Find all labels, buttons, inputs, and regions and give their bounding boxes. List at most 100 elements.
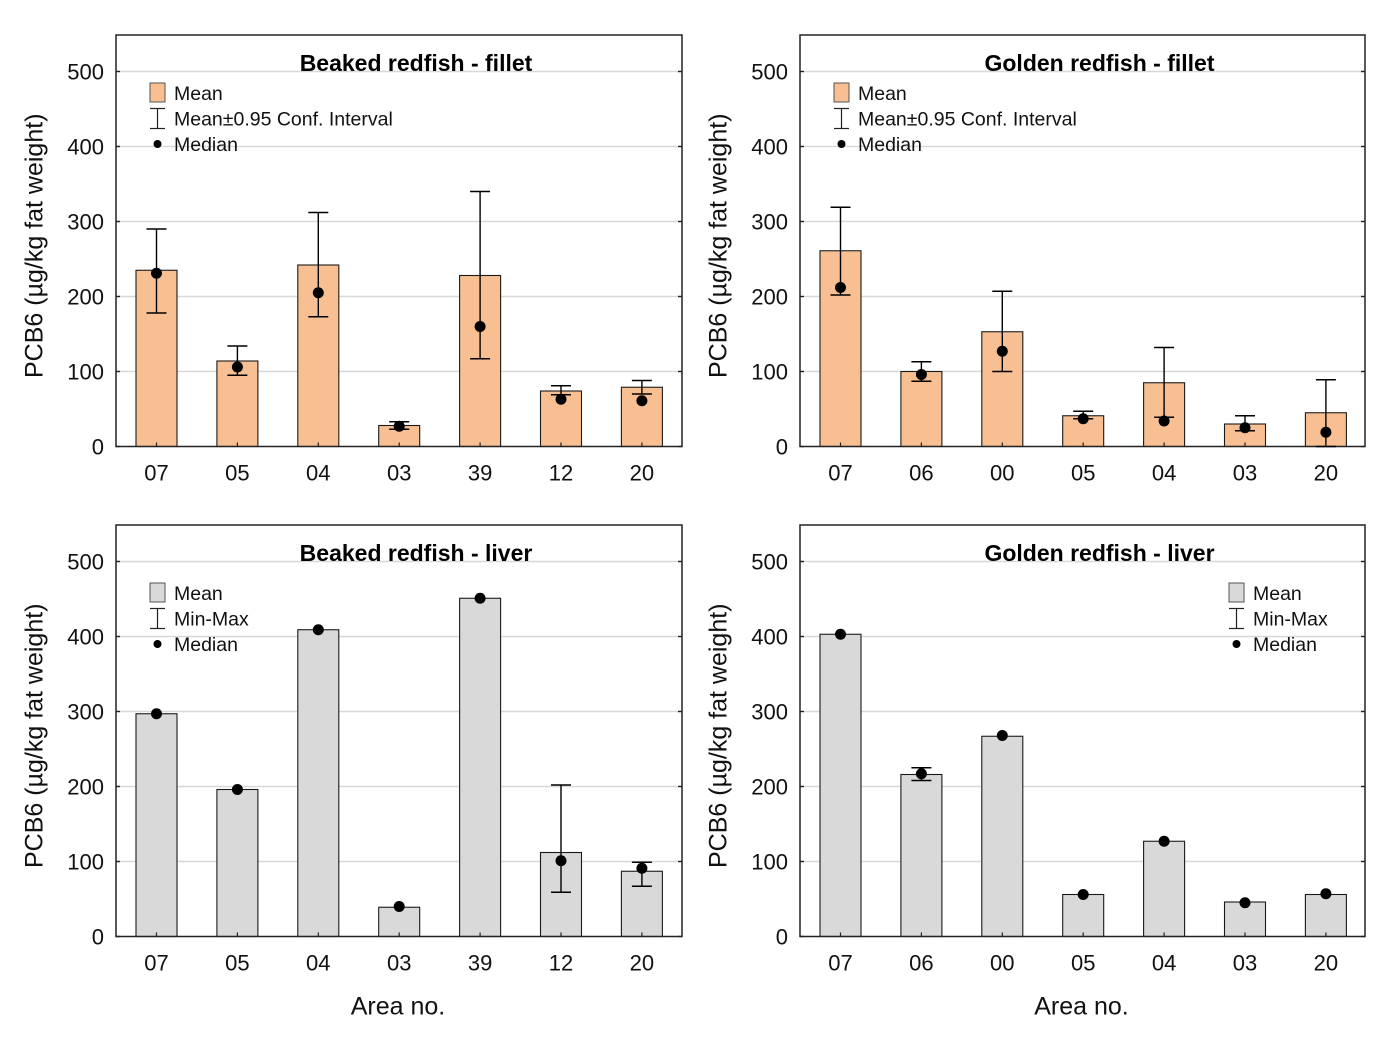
x-tick-label: 03 xyxy=(387,461,411,486)
legend-dot-icon xyxy=(153,140,162,148)
x-tick-label: 05 xyxy=(225,951,249,976)
legend-label: Median xyxy=(1253,634,1317,656)
median-dot-00 xyxy=(996,730,1008,741)
x-tick-label: 39 xyxy=(468,461,492,486)
panel-title: Beaked redfish - liver xyxy=(300,540,533,566)
median-dot-04 xyxy=(1158,415,1170,427)
x-tick-label: 07 xyxy=(144,461,168,486)
bar-06 xyxy=(900,370,943,448)
x-tick-label: 04 xyxy=(1152,461,1176,486)
bar-12 xyxy=(539,851,583,938)
median-dot-07 xyxy=(151,267,162,279)
legend-label: Median xyxy=(858,134,922,156)
x-tick-label: 20 xyxy=(1314,951,1338,976)
bar-06 xyxy=(900,773,943,938)
legend: Mean Mean±0.95 Conf. Interval Median xyxy=(833,82,1077,156)
y-tick-label: 300 xyxy=(751,700,788,725)
plot-area xyxy=(116,35,682,447)
x-tick-label: 20 xyxy=(630,461,654,486)
y-tick-label: 500 xyxy=(67,60,104,85)
median-dot-06 xyxy=(915,369,927,380)
x-tick-label: 03 xyxy=(387,951,411,976)
x-tick-label: 03 xyxy=(1233,461,1257,486)
x-tick-label: 20 xyxy=(1314,461,1338,486)
y-axis-title: PCB6 (µg/kg fat weight) xyxy=(705,603,733,868)
median-dot-20 xyxy=(1320,888,1332,900)
y-tick-label: 400 xyxy=(751,625,788,650)
y-tick-label: 500 xyxy=(751,60,788,85)
x-tick-label: 05 xyxy=(225,461,249,486)
legend-swatch-mean xyxy=(833,82,850,103)
x-tick-label: 00 xyxy=(990,951,1014,976)
bar-00 xyxy=(981,735,1024,938)
y-tick-label: 500 xyxy=(67,550,104,575)
bar-07 xyxy=(819,633,862,938)
x-tick-label: 20 xyxy=(630,951,654,976)
median-dot-12 xyxy=(555,855,567,867)
median-dot-03 xyxy=(393,420,405,432)
y-tick-label: 300 xyxy=(751,210,788,235)
median-dot-04 xyxy=(1158,835,1170,847)
median-dot-07 xyxy=(835,628,846,640)
x-tick-label: 04 xyxy=(306,951,330,976)
x-tick-label: 05 xyxy=(1071,461,1095,486)
legend: Mean Min-Max Median xyxy=(149,582,249,656)
x-tick-label: 04 xyxy=(306,461,330,486)
x-tick-label: 07 xyxy=(828,461,852,486)
x-tick-label: 39 xyxy=(468,951,492,976)
median-dot-39 xyxy=(474,592,486,604)
y-tick-label: 200 xyxy=(67,775,104,800)
y-tick-label: 100 xyxy=(751,360,788,385)
median-dot-06 xyxy=(915,768,927,780)
legend-label: Median xyxy=(174,634,238,656)
x-tick-label: 12 xyxy=(549,461,573,486)
y-axis-title: PCB6 (µg/kg fat weight) xyxy=(21,113,49,378)
legend-label: Mean±0.95 Conf. Interval xyxy=(174,109,393,131)
bar-07 xyxy=(135,713,178,938)
median-dot-05 xyxy=(1077,413,1089,425)
bar-03 xyxy=(378,906,421,938)
y-tick-label: 0 xyxy=(776,435,788,460)
legend-label: Mean xyxy=(174,583,223,605)
x-tick-label: 05 xyxy=(1071,951,1095,976)
legend: Mean Min-Max Median xyxy=(1228,582,1328,656)
bar-05 xyxy=(1062,893,1105,938)
y-axis-title: PCB6 (µg/kg fat weight) xyxy=(21,603,49,868)
x-tick-label: 06 xyxy=(909,951,933,976)
y-tick-label: 300 xyxy=(67,700,104,725)
y-tick-label: 0 xyxy=(92,435,104,460)
panel-title: Beaked redfish - fillet xyxy=(300,50,533,76)
x-axis-title: Area no. xyxy=(351,993,446,1021)
bar-39 xyxy=(459,597,502,938)
x-tick-label: 07 xyxy=(828,951,852,976)
y-tick-label: 400 xyxy=(67,135,104,160)
y-tick-label: 0 xyxy=(92,925,104,950)
median-dot-07 xyxy=(835,282,846,293)
median-dot-05 xyxy=(231,361,243,373)
legend-dot-icon xyxy=(153,640,162,648)
y-tick-label: 400 xyxy=(67,625,104,650)
bar-20 xyxy=(1304,893,1347,938)
x-tick-label: 07 xyxy=(144,951,168,976)
plot-area xyxy=(116,525,682,937)
plot-frame xyxy=(799,34,1366,448)
median-dot-05 xyxy=(231,784,243,795)
y-tick-label: 200 xyxy=(67,285,104,310)
x-tick-label: 06 xyxy=(909,461,933,486)
legend-label: Mean±0.95 Conf. Interval xyxy=(858,109,1077,131)
plot-frame xyxy=(799,524,1366,938)
panel-beaked-fillet: 0 100 200 300 400 500 PCB6 (µg/kg fat weight) 0… xyxy=(21,34,683,486)
legend-label: Median xyxy=(174,134,238,156)
legend-dot-icon xyxy=(1232,640,1241,648)
median-dot-00 xyxy=(996,345,1008,357)
y-tick-label: 0 xyxy=(776,925,788,950)
bar-04 xyxy=(1143,840,1186,938)
y-tick-label: 100 xyxy=(751,850,788,875)
legend-label: Mean xyxy=(174,83,223,105)
legend-swatch-mean xyxy=(149,582,166,603)
legend: Mean Mean±0.95 Conf. Interval Median xyxy=(149,82,393,156)
x-tick-label: 03 xyxy=(1233,951,1257,976)
median-dot-20 xyxy=(1320,426,1332,438)
